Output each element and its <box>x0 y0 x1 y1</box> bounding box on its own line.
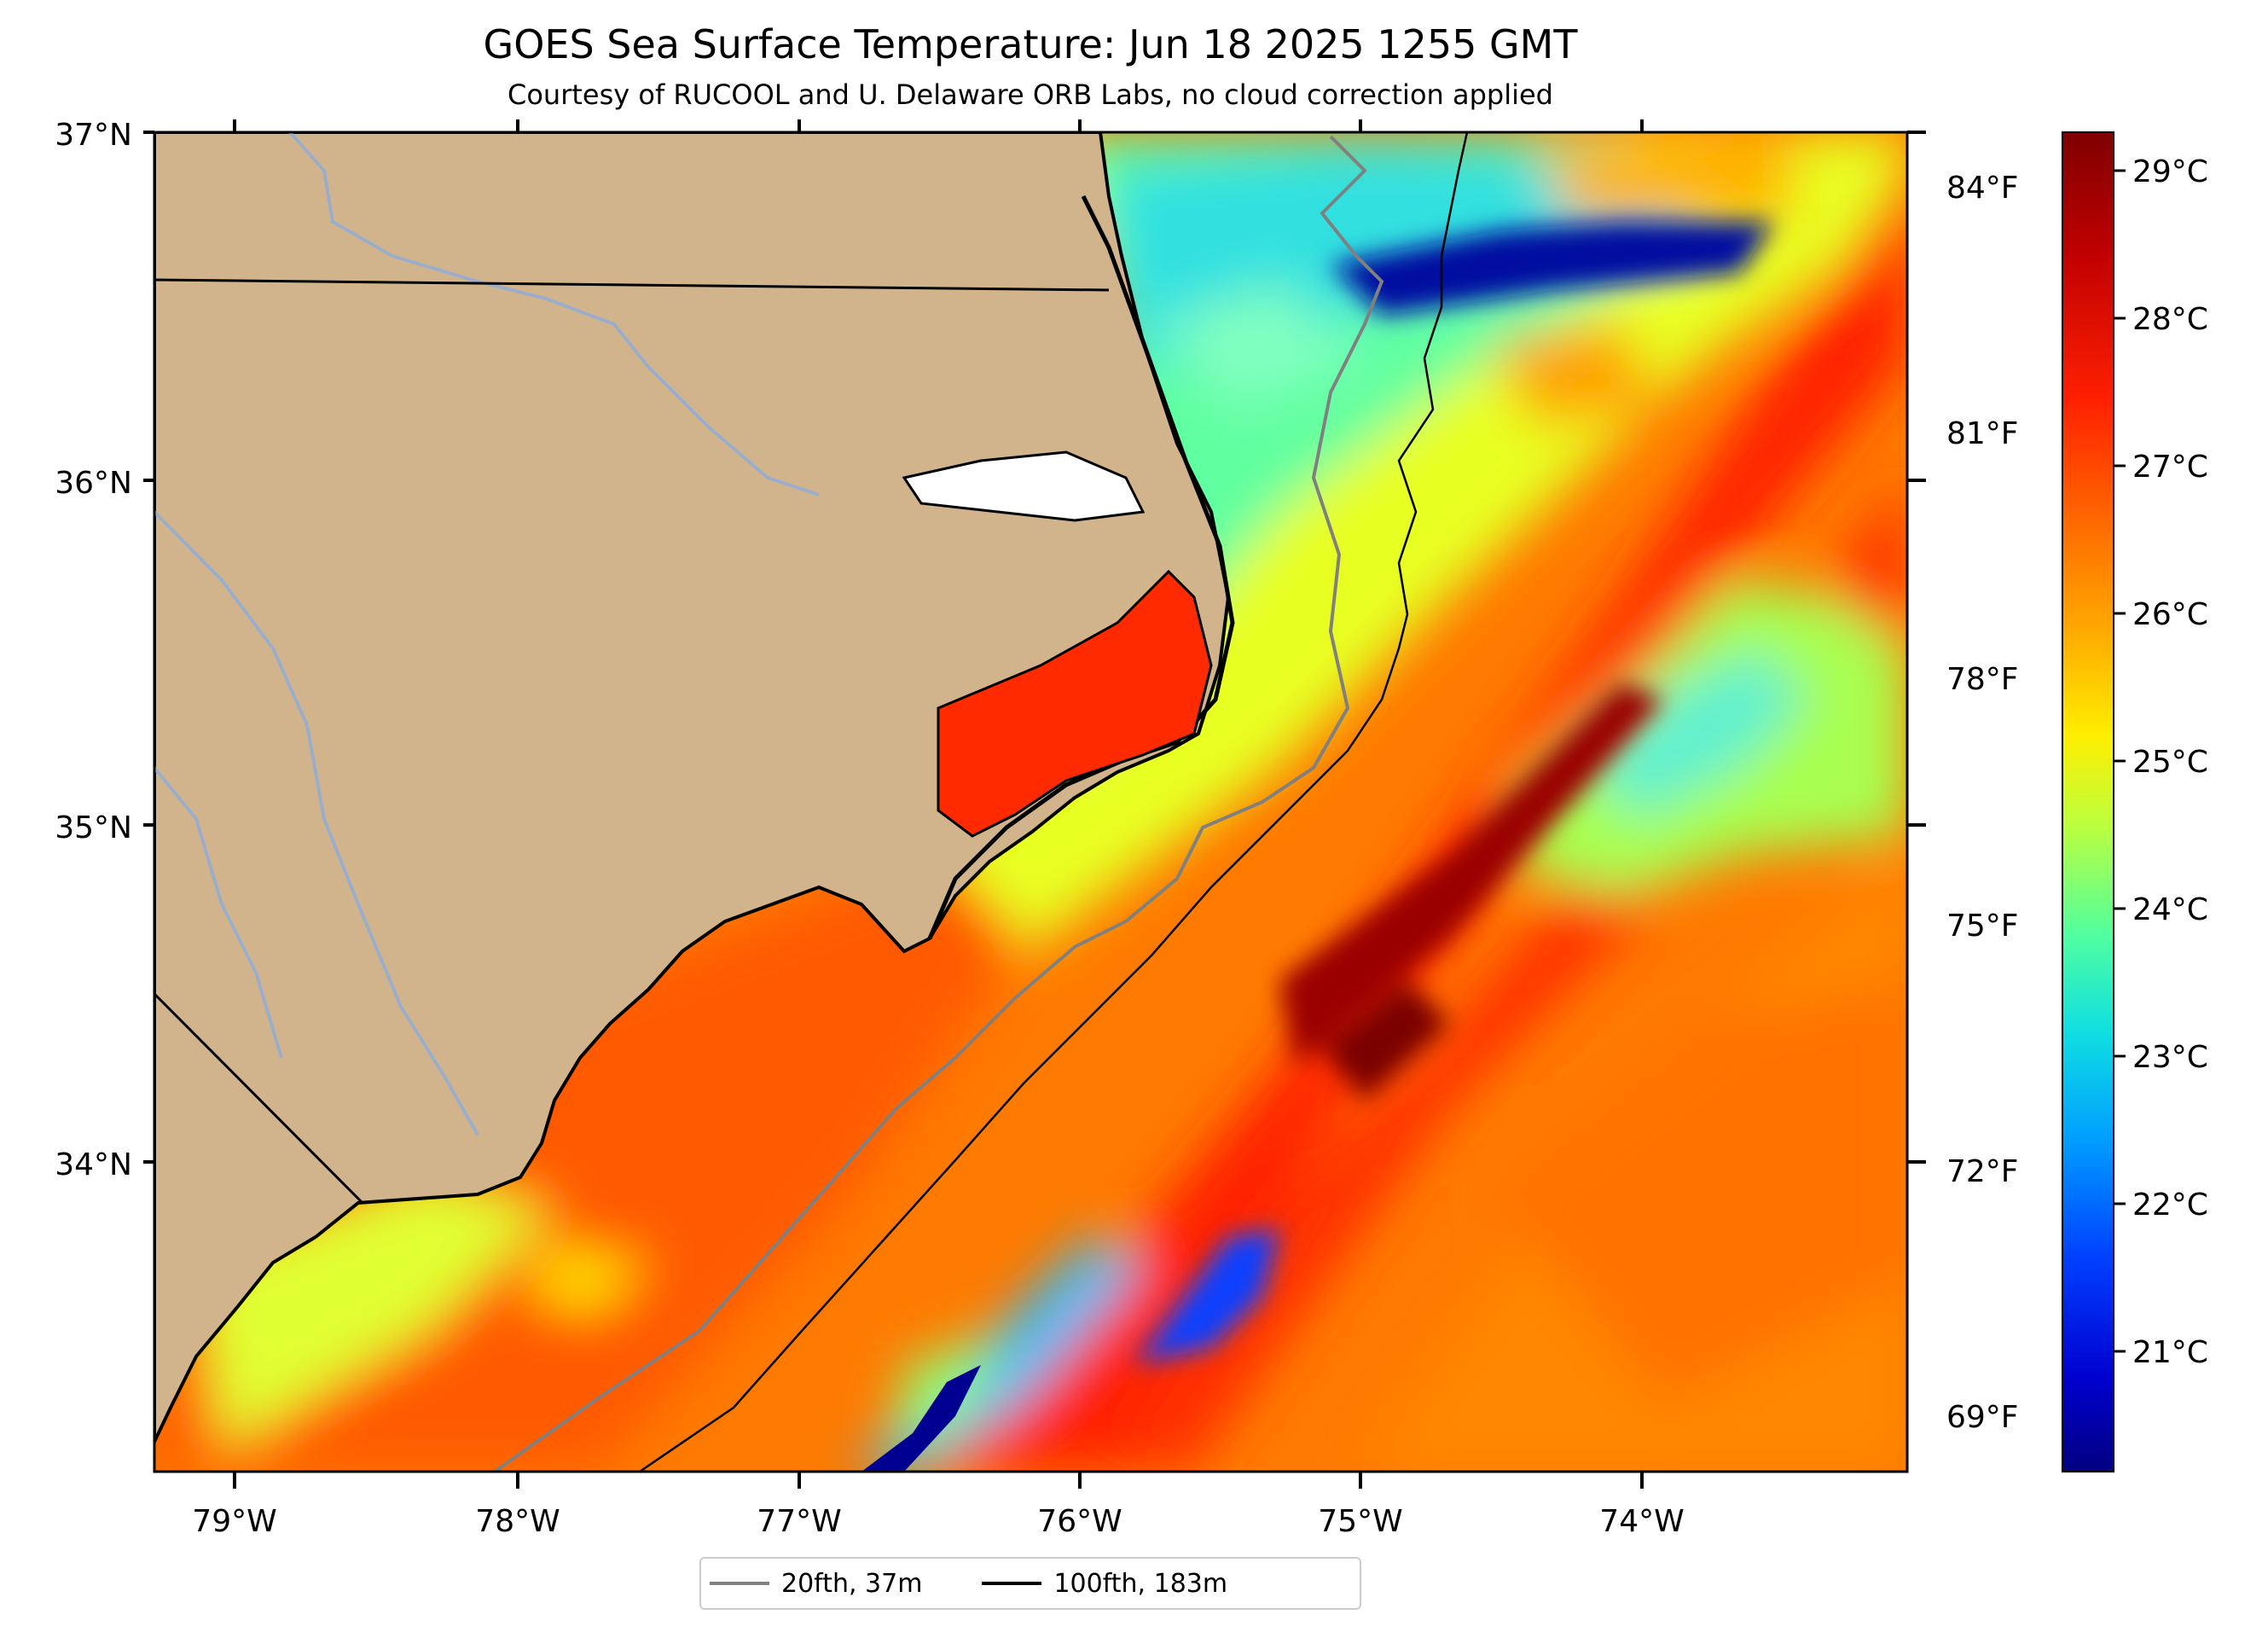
map-panel <box>154 132 1907 1472</box>
fahrenheit-label: 69°F <box>1946 1400 2019 1435</box>
state-borders <box>154 278 1110 1205</box>
colorbar-label: 26°C <box>2132 597 2208 632</box>
fahrenheit-label: 72°F <box>1946 1154 2019 1189</box>
colorbar-label: 29°C <box>2132 154 2208 189</box>
fahrenheit-label: 81°F <box>1946 416 2019 451</box>
lat-label: 36°N <box>55 466 132 501</box>
isobath-100fth <box>639 132 1469 1472</box>
lat-label: 35°N <box>55 810 132 845</box>
colorbar-label: 24°C <box>2132 892 2208 927</box>
map-legend: 20fth, 37m 100fth, 183m <box>699 1557 1361 1610</box>
lon-label: 77°W <box>757 1504 841 1539</box>
colorbar-label: 23°C <box>2132 1040 2208 1075</box>
albemarle-sound <box>902 450 1146 522</box>
lat-label: 34°N <box>55 1147 132 1182</box>
lon-label: 74°W <box>1599 1504 1684 1539</box>
lon-label: 79°W <box>192 1504 276 1539</box>
rivers <box>154 132 820 1135</box>
colorbar-label: 22°C <box>2132 1188 2208 1223</box>
legend-label: 20fth, 37m <box>781 1568 923 1599</box>
outer-banks <box>927 195 1235 939</box>
lon-label: 75°W <box>1318 1504 1402 1539</box>
pamlico-sound <box>937 569 1213 838</box>
colorbar-label: 27°C <box>2132 450 2208 485</box>
lon-axis <box>233 119 1644 1489</box>
fahrenheit-label: 78°F <box>1946 662 2019 697</box>
page-subtitle: Courtesy of RUCOOL and U. Delaware ORB L… <box>508 78 1553 111</box>
lon-label: 78°W <box>475 1504 560 1539</box>
legend-label: 100fth, 183m <box>1053 1568 1228 1599</box>
colorbar <box>2062 131 2114 1472</box>
lon-label: 76°W <box>1037 1504 1122 1539</box>
lat-label: 37°N <box>55 118 132 153</box>
colorbar-label: 28°C <box>2132 302 2208 337</box>
fahrenheit-label: 75°F <box>1946 909 2019 944</box>
fahrenheit-label: 84°F <box>1946 171 2019 206</box>
page-title: GOES Sea Surface Temperature: Jun 18 202… <box>484 21 1579 67</box>
legend-swatch-black-line <box>982 1582 1042 1585</box>
isobath-20fth <box>493 135 1384 1472</box>
colorbar-label: 25°C <box>2132 745 2208 780</box>
legend-swatch-gray-line <box>710 1582 769 1585</box>
colorbar-label: 21°C <box>2132 1335 2208 1370</box>
map-frame <box>153 131 1909 1473</box>
lat-axis <box>143 131 1926 1164</box>
legend-entry-100fth: 100fth, 183m <box>982 1569 1227 1599</box>
legend-entry-20fth: 20fth, 37m <box>710 1569 922 1599</box>
